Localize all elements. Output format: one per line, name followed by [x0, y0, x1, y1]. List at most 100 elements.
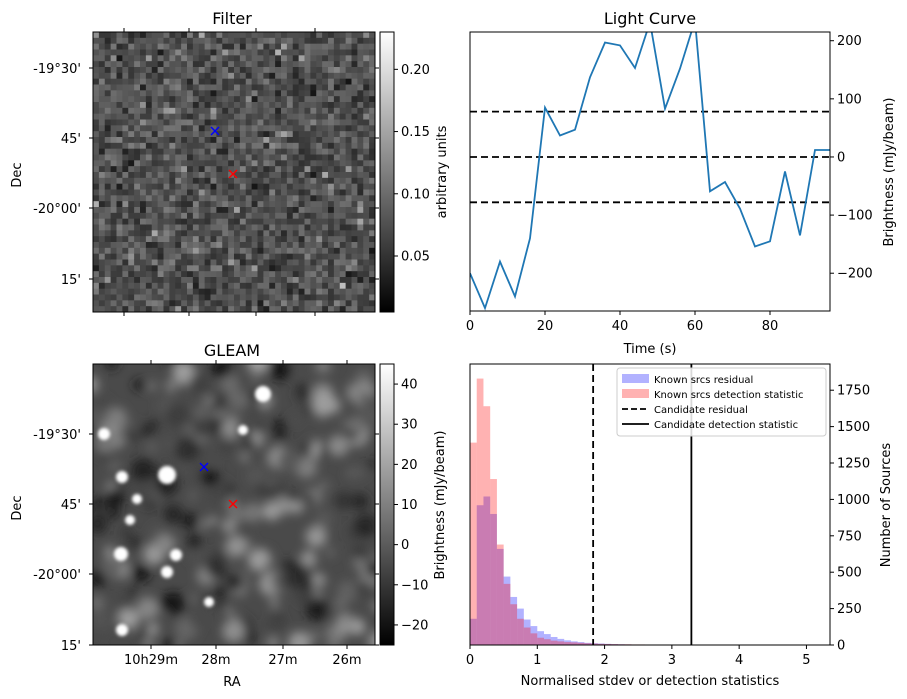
hist-xtick-label: 0: [466, 653, 474, 668]
hist-bar: [557, 638, 565, 645]
filter-y-tick-labels: -19°30' 45' -20°00' 15': [33, 62, 81, 288]
gleam-ticks: [89, 360, 379, 649]
hist-plot-area: [470, 364, 820, 645]
lc-ylabel: Brightness (mJy/beam): [882, 98, 897, 247]
lc-xlabel: Time (s): [623, 342, 677, 357]
gleam-xtick-label: 27m: [268, 653, 297, 668]
lc-axes: 0 20 40 60 80 −200 −100 0 100 200: [466, 34, 873, 334]
gleam-source: [238, 425, 248, 435]
legend-label: Candidate detection statistic: [654, 420, 798, 431]
gleam-source: [204, 597, 214, 607]
legend-frame: [616, 367, 827, 437]
filter-ticks: [89, 28, 379, 316]
gleam-xtick-label: 28m: [201, 653, 230, 668]
hist-xlabel: Normalised stdev or detection statistics: [521, 674, 780, 689]
hist-bar: [570, 642, 578, 645]
hist-ytick-label: 1500: [837, 420, 870, 435]
lc-ytick-label: 200: [837, 34, 862, 49]
hist-bar: [557, 641, 565, 645]
legend-label: Candidate residual: [654, 405, 748, 416]
lc-ytick-label: −200: [837, 267, 873, 282]
hist-bar: [510, 596, 518, 645]
filter-colorbar: [379, 31, 395, 313]
hist-bar: [523, 619, 531, 645]
filter-panel: Filter -19°30' 45' -20°00' 15' Dec 0.050…: [10, 9, 450, 316]
hist-xtick-label: 3: [668, 653, 676, 668]
lc-xtick-label: 20: [537, 319, 554, 334]
gleam-panel: GLEAM -19°30' 45' -20: [10, 341, 448, 690]
hist-bar: [496, 544, 504, 645]
hist-ytick-label: 750: [837, 529, 862, 544]
hist-xtick-label: 5: [802, 653, 810, 668]
legend-label: Known srcs residual: [654, 375, 753, 386]
hist-bar: [564, 640, 571, 645]
hist-bar: [476, 505, 484, 645]
gleam-colorbar-ticks: −20 −10 0 10 20 30 40: [394, 378, 428, 633]
hist-bar: [550, 640, 558, 645]
hist-bar: [503, 583, 511, 645]
colorbar-tick-label: 0: [401, 538, 409, 553]
hist-bar: [564, 642, 571, 645]
hist-bar: [584, 642, 592, 645]
hist-bar: [483, 496, 491, 645]
hist-bar: [550, 636, 558, 645]
gleam-candidate-marker: [228, 499, 238, 509]
colorbar-tick-label: −20: [401, 618, 428, 633]
hist-bar: [490, 479, 497, 645]
hist-bar: [517, 618, 524, 645]
gleam-xtick-label: 10h29m: [124, 653, 178, 668]
colorbar-tick-label: 0.15: [401, 125, 430, 140]
lc-plot-area: [470, 32, 830, 311]
lc-xtick-label: 0: [466, 319, 474, 334]
hist-frame: [469, 363, 831, 646]
filter-ytick-label: 15': [61, 273, 81, 288]
filter-title: Filter: [212, 9, 252, 28]
hist-bar: [490, 513, 497, 645]
hist-bar: [577, 642, 585, 645]
gleam-source: [116, 471, 128, 483]
filter-ylabel: Dec: [10, 162, 25, 187]
lc-series-line: [470, 32, 830, 311]
legend-swatch-detection: [622, 389, 649, 398]
hist-xtick-label: 1: [533, 653, 541, 668]
hist-ytick-label: 250: [837, 602, 862, 617]
filter-ytick-label: -19°30': [33, 62, 81, 77]
filter-known-marker: [210, 126, 220, 136]
gleam-known-marker: [199, 462, 209, 472]
gleam-source: [125, 515, 135, 525]
hist-xtick-label: 4: [735, 653, 743, 668]
hist-bar: [597, 643, 605, 645]
colorbar-tick-label: 40: [401, 378, 418, 393]
hist-bar: [530, 633, 538, 645]
hist-bar: [544, 639, 551, 645]
hist-ytick-label: 500: [837, 566, 862, 581]
hist-bar: [537, 637, 545, 645]
lc-xtick-label: 40: [612, 319, 629, 334]
gleam-image: [93, 364, 375, 645]
gleam-source: [98, 428, 110, 440]
gleam-ytick-label: -20°00': [33, 568, 81, 583]
histogram-panel: 0 1 2 3 4 5 0 250 500 750 1000 1250 1500 1750 Normali…: [466, 363, 894, 689]
hist-bar: [496, 548, 504, 645]
gleam-y-tick-labels: -19°30' 45' -20°00' 15': [33, 428, 81, 654]
hist-bar: [584, 643, 592, 645]
hist-bar: [470, 618, 477, 645]
gleam-source: [170, 549, 182, 561]
hist-bar: [510, 604, 518, 645]
hist-bar: [470, 442, 477, 645]
colorbar-tick-label: 10: [401, 498, 418, 513]
filter-candidate-marker: [228, 169, 238, 179]
hist-bar: [503, 576, 511, 645]
light-curve-panel: Light Curve 0 20 40 60 80 −200 −100 0 100 200 Tim…: [466, 9, 897, 357]
lc-xtick-label: 80: [762, 319, 779, 334]
hist-ytick-label: 0: [837, 639, 845, 654]
hist-xtick-label: 2: [600, 653, 608, 668]
filter-colorbar-ticks: 0.05 0.10 0.15 0.20: [394, 63, 430, 265]
hist-legend: Known srcs residual Known srcs detection…: [616, 367, 827, 437]
hist-bar: [577, 642, 585, 645]
gleam-source: [114, 547, 128, 561]
gleam-colorbar: [379, 363, 395, 646]
gleam-source: [158, 466, 176, 484]
hist-ytick-label: 1750: [837, 384, 870, 399]
